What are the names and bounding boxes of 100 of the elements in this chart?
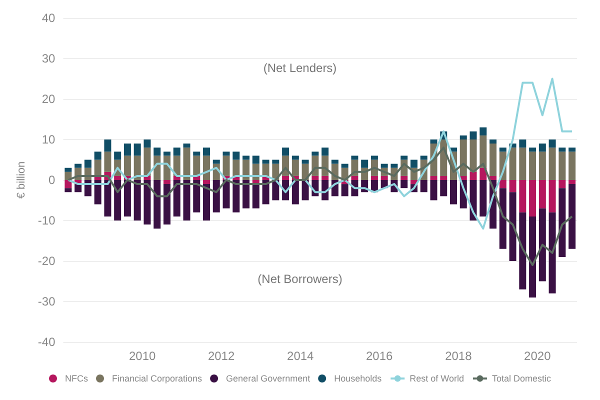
bar	[490, 144, 497, 176]
bar	[558, 152, 566, 180]
bar	[568, 180, 576, 184]
bar	[262, 180, 270, 204]
annotation: (Net Lenders)	[263, 60, 337, 75]
bar	[104, 152, 112, 172]
bar	[450, 180, 457, 204]
bar	[134, 180, 141, 220]
y-tick-label: 40	[42, 11, 56, 25]
bar	[430, 176, 438, 180]
bar	[499, 148, 506, 152]
bar	[193, 180, 200, 212]
bar	[104, 180, 112, 216]
bar	[380, 176, 388, 180]
bar	[302, 160, 309, 164]
bar	[548, 180, 556, 212]
y-tick-label: -40	[38, 335, 56, 349]
bar	[538, 180, 546, 208]
bar	[420, 156, 428, 160]
bar	[519, 180, 526, 212]
x-tick-label: 2018	[445, 349, 472, 363]
bar	[490, 176, 497, 180]
bar	[64, 168, 72, 172]
bar	[154, 180, 161, 229]
bar	[380, 164, 388, 168]
legend-label: NFCs	[65, 374, 89, 384]
bar	[183, 144, 190, 148]
legend-label: Financial Corporations	[112, 374, 203, 384]
bar	[173, 180, 180, 216]
bar	[222, 180, 230, 208]
bar	[400, 156, 408, 160]
line-series	[67, 78, 574, 230]
y-tick-label: 20	[42, 92, 56, 106]
legend-label: General Government	[226, 374, 311, 384]
bar	[173, 148, 180, 156]
bar	[568, 152, 576, 180]
bar	[509, 180, 516, 192]
bar	[440, 180, 448, 196]
bar	[548, 148, 556, 180]
bar	[203, 180, 210, 184]
bar	[538, 144, 546, 152]
annotation: (Net Borrowers)	[258, 272, 342, 286]
bar	[173, 156, 180, 176]
y-tick-label: -10	[38, 214, 56, 228]
bar	[460, 140, 467, 176]
y-tick-label: 0	[48, 173, 56, 187]
x-tick-label: 2010	[128, 349, 156, 363]
bar	[331, 160, 338, 164]
bar	[292, 180, 299, 204]
bar	[519, 148, 526, 180]
bar	[341, 164, 348, 168]
bar	[232, 180, 240, 212]
bar	[94, 152, 102, 160]
bar	[558, 180, 566, 188]
bar	[114, 180, 122, 220]
bar	[144, 180, 151, 225]
bar	[282, 148, 290, 156]
bar	[94, 180, 102, 204]
bar	[262, 164, 270, 176]
bar	[134, 144, 141, 156]
bar	[104, 140, 112, 152]
bar	[272, 160, 280, 164]
bar	[203, 156, 210, 180]
bar	[312, 176, 319, 180]
bar	[420, 180, 428, 192]
bar	[144, 140, 151, 148]
bar	[499, 188, 506, 249]
bar	[222, 156, 230, 176]
bar	[74, 184, 82, 192]
bar	[183, 180, 190, 220]
bar	[183, 148, 190, 180]
bar	[292, 156, 299, 160]
bar	[64, 188, 72, 192]
bar	[124, 144, 131, 156]
bar	[548, 140, 556, 148]
bar	[322, 148, 329, 156]
bar	[144, 148, 151, 176]
bar	[322, 176, 329, 180]
bar	[193, 156, 200, 176]
bar	[470, 172, 477, 180]
bar	[163, 180, 170, 184]
bar	[509, 192, 516, 261]
bar	[361, 160, 368, 168]
bar	[480, 180, 487, 216]
bar	[163, 184, 170, 225]
bar	[163, 152, 170, 156]
bar	[460, 135, 467, 140]
bar	[440, 176, 448, 180]
bar	[292, 160, 299, 176]
bar	[529, 180, 536, 216]
bar	[203, 148, 210, 156]
bar	[470, 140, 477, 172]
bar	[74, 164, 82, 168]
bar	[282, 176, 290, 180]
bar	[242, 156, 250, 160]
y-tick-label: -20	[38, 254, 56, 268]
bar	[390, 164, 398, 168]
bar	[410, 160, 418, 168]
line-series	[67, 146, 574, 266]
bar	[203, 184, 210, 220]
